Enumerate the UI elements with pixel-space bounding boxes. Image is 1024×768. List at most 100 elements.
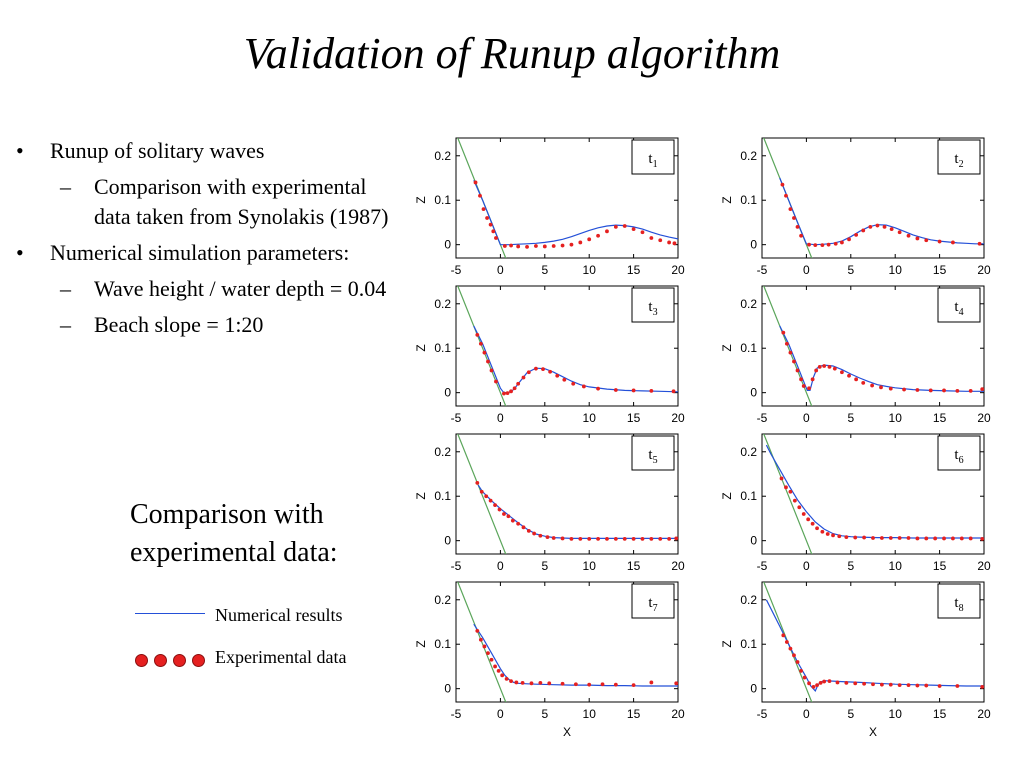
x-tick-label: 5 xyxy=(847,411,854,425)
experimental-point xyxy=(489,368,494,373)
time-label-box xyxy=(631,435,675,471)
plot-area xyxy=(763,138,984,258)
experimental-point xyxy=(795,660,800,664)
experimental-point xyxy=(493,503,497,508)
y-tick-label: 0 xyxy=(750,238,757,252)
x-tick-label: 5 xyxy=(541,411,548,425)
plot-area xyxy=(457,582,678,702)
time-label-subscript: 4 xyxy=(959,307,964,318)
time-label-base: t xyxy=(648,595,653,611)
x-tick-label: 5 xyxy=(847,559,854,573)
experimental-point xyxy=(924,536,929,541)
experimental-point xyxy=(562,377,567,382)
experimental-point xyxy=(801,512,806,516)
experimental-point xyxy=(493,664,497,669)
experimental-point xyxy=(853,681,858,686)
time-label-base: t xyxy=(954,447,959,463)
plot-area xyxy=(457,434,678,554)
x-tick-label: 0 xyxy=(497,411,504,425)
experimental-point xyxy=(649,388,654,393)
experimental-point xyxy=(784,193,788,198)
x-tick-label: 5 xyxy=(541,263,548,277)
time-label: t5 xyxy=(648,447,657,466)
experimental-point xyxy=(906,536,911,540)
time-label-box xyxy=(631,139,675,175)
experimental-point xyxy=(516,244,521,249)
time-label: t3 xyxy=(648,299,657,318)
experimental-point xyxy=(792,498,797,503)
time-label: t8 xyxy=(954,595,963,614)
experimental-point xyxy=(831,533,835,538)
beach-slope-line xyxy=(763,434,813,554)
experimental-point xyxy=(516,381,521,386)
bullet-text: Comparison with experimental data taken … xyxy=(94,174,389,229)
experimental-point xyxy=(822,364,827,368)
experimental-point xyxy=(799,377,803,382)
y-axis-label: Z xyxy=(414,196,428,203)
bullet-item: • Numerical simulation parameters: xyxy=(16,238,406,268)
y-tick-label: 0 xyxy=(444,682,451,696)
experimental-point xyxy=(810,377,815,382)
experimental-point xyxy=(521,525,526,530)
experimental-point xyxy=(837,534,842,539)
y-tick-label: 0.1 xyxy=(434,193,451,207)
experimental-point xyxy=(814,368,819,373)
x-tick-label: -5 xyxy=(757,263,768,277)
time-label-base: t xyxy=(648,299,653,315)
experimental-point xyxy=(587,682,592,687)
experimental-point xyxy=(560,681,565,686)
experimental-point xyxy=(879,682,884,687)
x-tick-label: -5 xyxy=(451,559,462,573)
experimental-point xyxy=(868,224,873,229)
numerical-series-line xyxy=(473,179,678,246)
experimental-point xyxy=(478,193,482,198)
experimental-point xyxy=(833,241,838,246)
experimental-point xyxy=(924,238,929,243)
legend-dot xyxy=(173,654,186,667)
x-tick-label: 5 xyxy=(847,263,854,277)
beach-slope-line xyxy=(763,286,813,406)
x-tick-label: 10 xyxy=(583,411,597,425)
experimental-point xyxy=(587,237,592,242)
experimental-point xyxy=(631,227,636,232)
experimental-point xyxy=(526,528,531,533)
bullet-mark: • xyxy=(16,138,24,163)
experimental-point xyxy=(933,536,938,541)
experimental-point xyxy=(820,243,825,248)
experimental-point xyxy=(538,680,543,685)
experimental-point xyxy=(795,224,800,229)
y-tick-label: 0.2 xyxy=(740,149,757,163)
x-tick-label: -5 xyxy=(757,707,768,721)
experimental-point xyxy=(871,682,875,687)
slide-title: Validation of Runup algorithm xyxy=(243,29,781,78)
experimental-point xyxy=(795,368,800,373)
experimental-point xyxy=(861,380,866,385)
experimental-point xyxy=(779,476,784,481)
experimental-point xyxy=(797,505,802,510)
x-tick-label: 0 xyxy=(497,559,504,573)
y-tick-label: 0 xyxy=(750,682,757,696)
experimental-point xyxy=(928,388,933,393)
x-tick-label: -5 xyxy=(451,707,462,721)
time-label: t4 xyxy=(954,299,963,318)
legend-experimental-label: Experimental data xyxy=(215,647,347,667)
beach-slope-line xyxy=(457,434,507,554)
experimental-point xyxy=(640,230,645,235)
experimental-point xyxy=(788,207,793,212)
experimental-point xyxy=(631,536,636,541)
experimental-point xyxy=(500,673,505,678)
experimental-point xyxy=(924,683,929,688)
experimental-point xyxy=(475,480,480,485)
experimental-point xyxy=(578,240,583,245)
time-label-box xyxy=(937,139,981,175)
experimental-point xyxy=(581,384,586,389)
experimental-point xyxy=(571,381,576,386)
time-label-subscript: 3 xyxy=(653,307,658,318)
experimental-point xyxy=(502,512,506,516)
y-tick-label: 0.1 xyxy=(434,637,451,651)
experimental-point xyxy=(862,681,867,686)
